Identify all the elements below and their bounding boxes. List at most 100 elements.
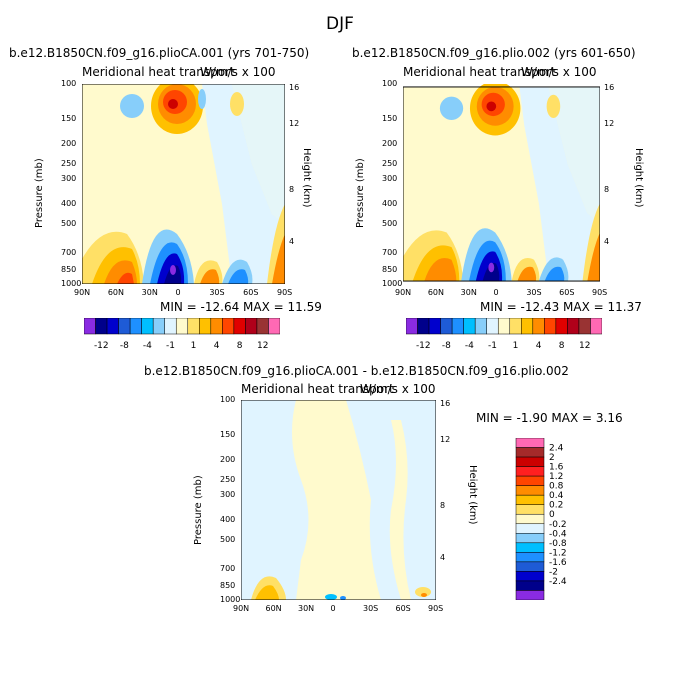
colorbar-label: -4 (143, 341, 152, 351)
colorbar-swatch (486, 318, 499, 335)
left-lat-tick: 30N (141, 288, 158, 297)
diff-y2label: Height (km) (467, 465, 478, 525)
right-pressure-tick: 150 (382, 114, 398, 124)
right-lat-tick: 0 (493, 288, 499, 297)
colorbar-swatch (84, 318, 96, 335)
colorbar-swatch (406, 318, 418, 335)
diff-pressure-tick: 500 (220, 534, 236, 544)
right-pressure-tick: 100 (382, 79, 398, 88)
colorbar-label: 8 (237, 341, 243, 351)
left-case-title: b.e12.B1850CN.f09_g16.plioCA.001 (yrs 70… (9, 46, 310, 60)
colorbar-swatch (106, 318, 119, 335)
colorbar-swatch (95, 318, 108, 335)
right-pressure-tick: 400 (382, 199, 398, 209)
colorbar-swatch (141, 318, 154, 335)
right-lat-tick: 90N (395, 288, 412, 297)
colorbar-label: 0 (549, 510, 555, 520)
colorbar-label: -0.2 (549, 520, 567, 530)
colorbar-swatch (567, 318, 580, 335)
left-height-tick: 4 (289, 237, 295, 246)
right-pressure-tick: 200 (382, 139, 398, 149)
left-minmax: MIN = -12.64 MAX = 11.59 (160, 300, 322, 314)
diff-height-tick: 4 (440, 553, 446, 562)
colorbar-swatch (515, 571, 545, 582)
colorbar-swatch (555, 318, 568, 335)
diff-pressure-tick: 700 (220, 564, 236, 574)
right-pressure-tick: 850 (382, 264, 398, 274)
left-lat-tick: 90S (277, 288, 293, 297)
right-pressure-tick: 500 (382, 218, 398, 228)
colorbar-swatch (578, 318, 591, 335)
left-lat-tick: 0 (175, 288, 181, 297)
colorbar-label: 2 (549, 453, 555, 463)
right-y2label: Height (km) (633, 148, 644, 208)
left-pressure-tick: 150 (61, 114, 77, 124)
colorbar-swatch (187, 318, 200, 335)
colorbar-label: -12 (416, 341, 431, 351)
colorbar-swatch (268, 318, 280, 335)
right-heatmap (403, 84, 600, 282)
left-lat-tick: 90N (74, 288, 91, 297)
diff-pressure-tick: 850 (220, 580, 236, 590)
colorbar-label: -1 (166, 341, 175, 351)
colorbar-swatch (233, 318, 246, 335)
left-pressure-tick: 250 (61, 158, 77, 168)
left-height-tick: 12 (289, 119, 300, 128)
colorbar-swatch (118, 318, 131, 335)
colorbar-label: -1 (488, 341, 497, 351)
diff-units: W/m/s x 100 (360, 382, 436, 396)
diff-lat-tick: 30N (298, 604, 315, 613)
left-height-tick: 16 (289, 83, 300, 92)
diff-lat-tick: 30S (363, 604, 379, 613)
colorbar-swatch (515, 438, 545, 448)
colorbar-swatch (515, 494, 545, 505)
diff-lat-tick: 90S (428, 604, 444, 613)
colorbar-swatch (515, 561, 545, 572)
colorbar-label: -4 (465, 341, 474, 351)
colorbar-swatch (440, 318, 453, 335)
left-pressure-tick: 1000 (61, 279, 82, 288)
diff-pressure-tick: 300 (220, 490, 236, 500)
diff-lat-tick: 60S (395, 604, 411, 613)
colorbar-label: 8 (559, 341, 565, 351)
colorbar-label: 0.8 (549, 482, 564, 492)
colorbar-label: -12 (94, 341, 109, 351)
right-pressure-tick: 250 (382, 158, 398, 168)
left-pressure-tick: 500 (61, 218, 77, 228)
right-case-title: b.e12.B1850CN.f09_g16.plio.002 (yrs 601-… (352, 46, 636, 60)
diff-heatmap (241, 400, 436, 600)
colorbar-swatch (417, 318, 430, 335)
diff-pressure-tick: 400 (220, 515, 236, 525)
colorbar-label: 0.4 (549, 491, 564, 501)
colorbar-swatch (463, 318, 476, 335)
colorbar-swatch (515, 533, 545, 544)
right-lat-tick: 90S (592, 288, 608, 297)
diff-height-tick: 16 (440, 399, 451, 408)
left-units: W/m/s x 100 (200, 65, 276, 79)
colorbar-label: -0.8 (549, 539, 567, 549)
left-pressure-tick: 700 (61, 248, 77, 258)
right-lat-tick: 60S (559, 288, 575, 297)
colorbar-swatch (515, 485, 545, 496)
diff-pressure-tick: 200 (220, 455, 236, 465)
colorbar-swatch (175, 318, 189, 335)
colorbar-label: 12 (257, 341, 268, 351)
colorbar-swatch (164, 318, 177, 335)
left-heatmap (82, 84, 285, 284)
colorbar-swatch (222, 318, 235, 335)
colorbar-swatch (515, 466, 545, 477)
diff-case-title: b.e12.B1850CN.f09_g16.plioCA.001 - b.e12… (144, 364, 569, 378)
colorbar-label: 12 (579, 341, 590, 351)
right-pressure-tick: 1000 (382, 279, 403, 288)
right-pressure-tick: 700 (382, 248, 398, 258)
colorbar-swatch (544, 318, 557, 335)
right-lat-tick: 30N (460, 288, 477, 297)
right-height-tick: 8 (604, 185, 610, 194)
left-ylabel: Pressure (mb) (34, 158, 45, 228)
diff-pressure-tick: 1000 (220, 595, 241, 604)
colorbar-swatch (515, 456, 545, 467)
colorbar-label: 1 (191, 341, 197, 351)
colorbar-swatch (428, 318, 441, 335)
colorbar-swatch (256, 318, 269, 335)
colorbar-swatch (515, 523, 545, 534)
